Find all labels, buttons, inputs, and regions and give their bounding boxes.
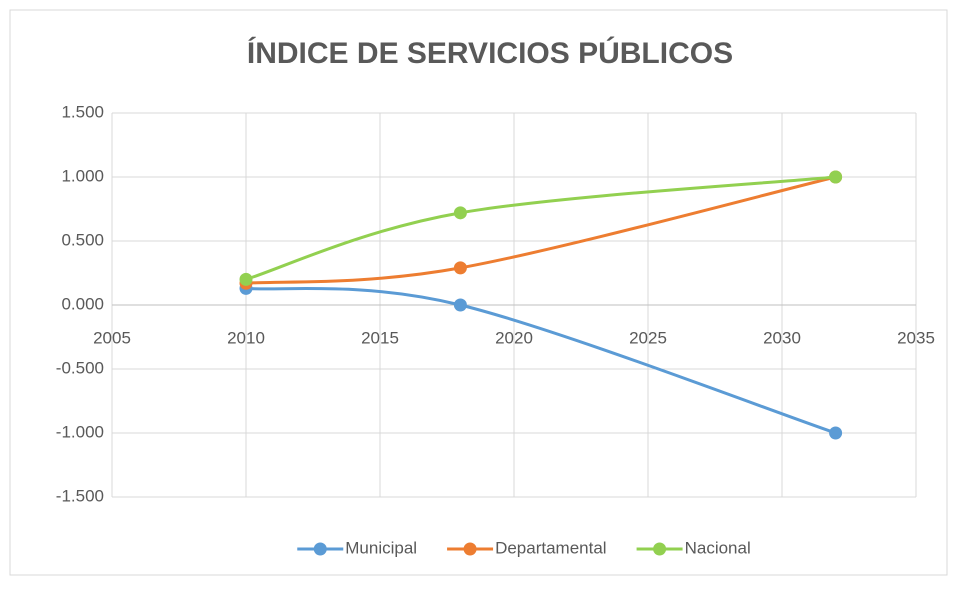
- legend-label: Municipal: [345, 538, 417, 557]
- x-tick-label: 2030: [763, 328, 801, 347]
- x-tick-label: 2005: [93, 328, 131, 347]
- data-point: [453, 206, 467, 220]
- legend-marker: [313, 542, 327, 556]
- chart-border: [9, 9, 948, 576]
- legend-label: Nacional: [685, 538, 751, 557]
- series-line: [245, 286, 837, 435]
- chart-title: ÍNDICE DE SERVICIOS PÚBLICOS: [247, 36, 733, 70]
- data-point: [453, 261, 467, 275]
- x-tick-label: 2035: [897, 328, 935, 347]
- x-tick-label: 2020: [495, 328, 533, 347]
- data-point: [239, 272, 253, 286]
- data-point: [829, 170, 843, 184]
- y-tick-label: 1.000: [61, 166, 104, 185]
- legend-entry: Municipal: [297, 538, 417, 557]
- legend-entry: Nacional: [636, 538, 751, 557]
- x-tick-label: 2025: [629, 328, 667, 347]
- y-tick-label: -0.500: [56, 358, 104, 377]
- data-point: [453, 298, 467, 312]
- y-tick-label: 0.000: [61, 294, 104, 313]
- x-tick-label: 2015: [361, 328, 399, 347]
- series-line: [245, 175, 836, 281]
- series-line: [245, 175, 836, 285]
- legend-label: Departamental: [495, 538, 607, 557]
- y-tick-label: 0.500: [61, 230, 104, 249]
- y-tick-label: 1.500: [61, 102, 104, 121]
- data-point: [829, 426, 843, 440]
- y-tick-label: -1.500: [56, 486, 104, 505]
- x-tick-label: 2010: [227, 328, 265, 347]
- legend-marker: [463, 542, 477, 556]
- legend-entry: Departamental: [447, 538, 607, 557]
- legend-marker: [653, 542, 667, 556]
- y-tick-label: -1.000: [56, 422, 104, 441]
